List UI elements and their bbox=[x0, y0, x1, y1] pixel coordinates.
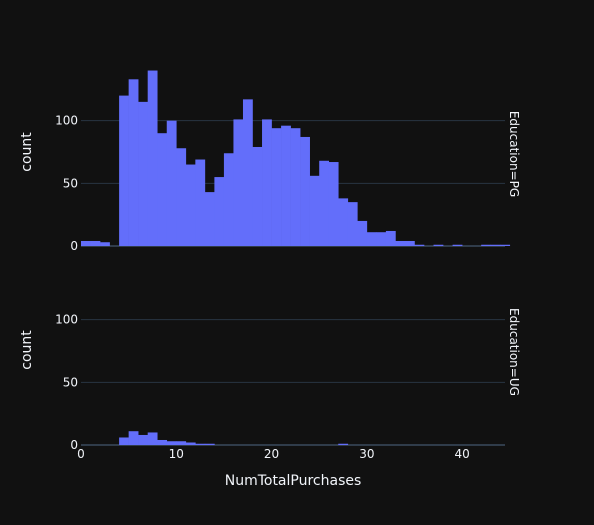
histogram-bar bbox=[281, 125, 291, 246]
histogram-bar bbox=[119, 95, 129, 246]
histogram-bar bbox=[328, 162, 339, 246]
histogram-bar bbox=[242, 99, 253, 246]
histogram-bar bbox=[176, 441, 187, 445]
x-axis-title: NumTotalPurchases bbox=[225, 473, 362, 489]
facet-panel-ug: 0 50 100 count Education=UG bbox=[19, 308, 521, 452]
histogram-bar bbox=[319, 160, 330, 246]
bars-pg bbox=[81, 70, 511, 247]
y-tick-label-50: 50 bbox=[63, 176, 78, 190]
histogram-bar bbox=[147, 432, 158, 445]
x-tick-label-30: 30 bbox=[359, 447, 374, 461]
histogram-bar bbox=[500, 244, 511, 246]
histogram-bar bbox=[214, 177, 225, 246]
histogram-bar bbox=[271, 128, 282, 246]
histogram-bar bbox=[404, 240, 415, 246]
histogram-bar bbox=[138, 101, 148, 246]
y-tick-label-0: 0 bbox=[70, 438, 78, 452]
x-tick-label-10: 10 bbox=[169, 447, 184, 461]
histogram-bar bbox=[452, 244, 463, 246]
histogram-bar bbox=[395, 240, 406, 246]
histogram-bar bbox=[290, 128, 301, 246]
histogram-bar bbox=[147, 70, 158, 247]
histogram-bar bbox=[347, 202, 358, 246]
histogram-bar bbox=[338, 443, 349, 445]
histogram-bar bbox=[414, 244, 425, 246]
histogram-bar bbox=[490, 244, 501, 246]
x-tick-label-0: 0 bbox=[77, 447, 85, 461]
x-tick-labels: 0 10 20 30 40 bbox=[77, 447, 470, 461]
histogram-bar bbox=[157, 133, 168, 246]
histogram-bar bbox=[138, 434, 148, 445]
histogram-bar bbox=[204, 192, 215, 246]
histogram-bar bbox=[481, 244, 492, 246]
histogram-bar bbox=[204, 443, 215, 445]
histogram-bar bbox=[100, 242, 110, 246]
histogram-bar bbox=[195, 443, 206, 445]
histogram-bar bbox=[262, 119, 272, 246]
histogram-bar bbox=[119, 437, 129, 445]
histogram-bar bbox=[223, 153, 234, 246]
histogram-bar bbox=[176, 148, 187, 246]
histogram-bar bbox=[128, 431, 139, 445]
facet-label-ug: Education=UG bbox=[507, 308, 521, 396]
histogram-bar bbox=[309, 175, 320, 246]
y-tick-label-100: 100 bbox=[55, 114, 78, 128]
y-axis-title-pg: count bbox=[19, 132, 35, 172]
x-tick-label-20: 20 bbox=[264, 447, 279, 461]
histogram-bar bbox=[433, 244, 444, 246]
histogram-bar bbox=[90, 240, 101, 246]
histogram-bar bbox=[338, 198, 349, 246]
histogram-bar bbox=[166, 441, 177, 445]
facet-label-pg: Education=PG bbox=[507, 111, 521, 197]
histogram-bar bbox=[252, 146, 263, 246]
histogram-bar bbox=[185, 442, 196, 445]
y-tick-label-100: 100 bbox=[55, 313, 78, 327]
histogram-bar bbox=[128, 79, 139, 246]
y-tick-labels-ug: 0 50 100 bbox=[55, 313, 78, 452]
y-tick-labels-pg: 0 50 100 bbox=[55, 114, 78, 253]
y-tick-label-50: 50 bbox=[63, 375, 78, 389]
bars-ug bbox=[119, 431, 349, 445]
histogram-bar bbox=[300, 136, 310, 246]
y-tick-label-0: 0 bbox=[70, 239, 78, 253]
histogram-bar bbox=[233, 119, 244, 246]
histogram-bar bbox=[366, 232, 377, 246]
histogram-bar bbox=[195, 159, 206, 246]
histogram-bar bbox=[157, 439, 168, 445]
histogram-bar bbox=[376, 232, 387, 246]
histogram-bar bbox=[357, 220, 368, 246]
histogram-bar bbox=[81, 240, 91, 246]
histogram-bar bbox=[385, 230, 396, 246]
facet-panel-pg: 0 50 100 count Education=PG bbox=[19, 70, 521, 253]
histogram-bar bbox=[166, 120, 177, 246]
y-axis-title-ug: count bbox=[19, 330, 35, 370]
y-gridlines-ug bbox=[81, 319, 505, 446]
histogram-bar bbox=[185, 164, 196, 246]
x-tick-label-40: 40 bbox=[454, 447, 469, 461]
